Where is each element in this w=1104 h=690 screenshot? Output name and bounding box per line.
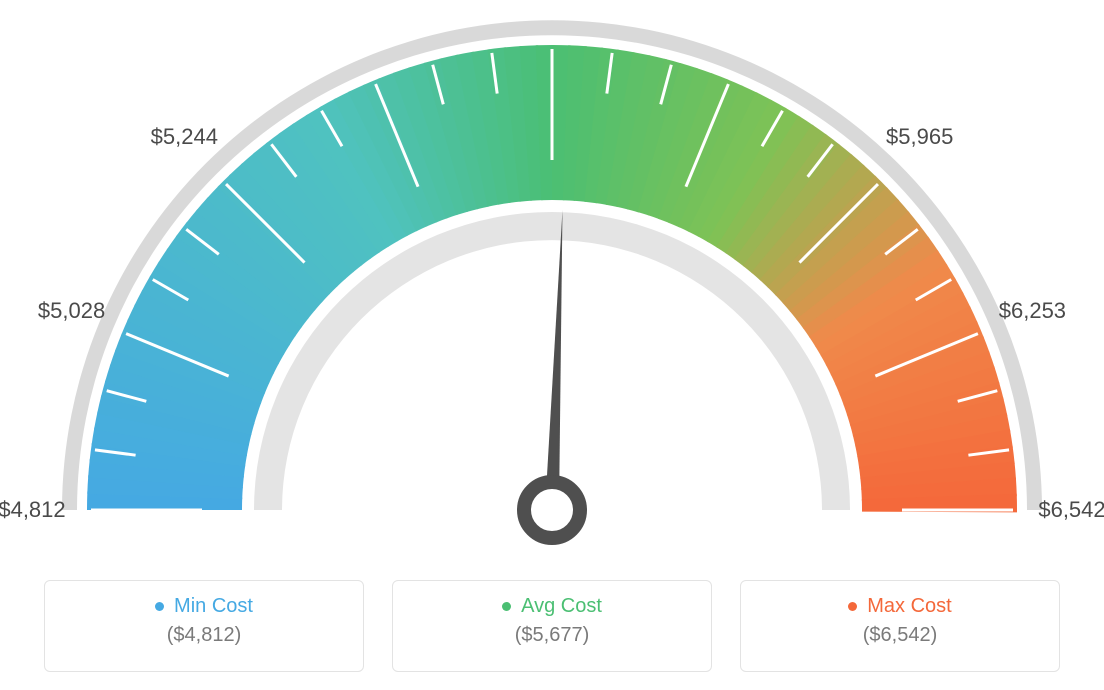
legend-value-avg: ($5,677): [411, 624, 693, 647]
legend-label: Avg Cost: [521, 595, 602, 618]
legend-title-min: Min Cost: [155, 595, 253, 618]
dot-icon: [155, 602, 164, 611]
dot-icon: [502, 602, 511, 611]
legend-title-avg: Avg Cost: [502, 595, 602, 618]
gauge-tick-label: $6,542: [1038, 497, 1104, 523]
legend-card-max: Max Cost ($6,542): [740, 580, 1060, 672]
legend-card-min: Min Cost ($4,812): [44, 580, 364, 672]
dot-icon: [848, 602, 857, 611]
legend-label: Max Cost: [867, 595, 951, 618]
gauge-svg: [0, 0, 1104, 560]
legend-row: Min Cost ($4,812) Avg Cost ($5,677) Max …: [0, 580, 1104, 690]
legend-label: Min Cost: [174, 595, 253, 618]
legend-card-avg: Avg Cost ($5,677): [392, 580, 712, 672]
gauge-tick-label: $6,253: [999, 298, 1066, 324]
gauge-chart: $4,812$5,028$5,244$5,677$5,965$6,253$6,5…: [0, 0, 1104, 560]
gauge-tick-label: $4,812: [0, 497, 66, 523]
gauge-tick-label: $5,244: [151, 124, 218, 150]
gauge-tick-label: $5,965: [886, 124, 953, 150]
legend-value-min: ($4,812): [63, 624, 345, 647]
gauge-tick-label: $5,028: [38, 298, 105, 324]
legend-value-max: ($6,542): [759, 624, 1041, 647]
legend-title-max: Max Cost: [848, 595, 951, 618]
